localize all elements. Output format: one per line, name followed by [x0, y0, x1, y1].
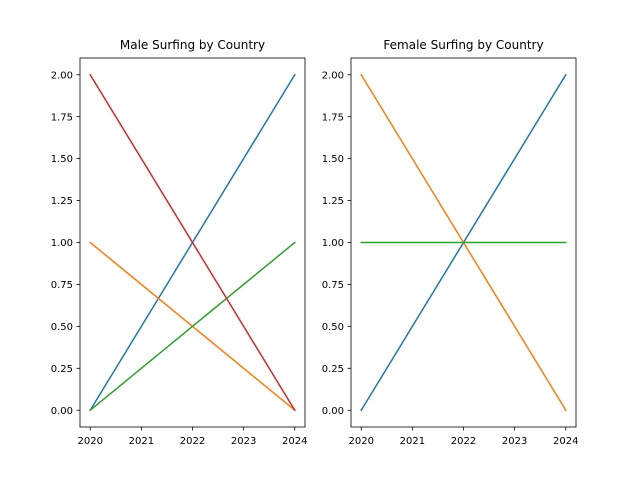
male-chart-title: Male Surfing by Country	[120, 38, 265, 52]
female-chart-title: Female Surfing by Country	[383, 38, 543, 52]
female-y-tick-label: 0.75	[322, 280, 344, 291]
female-surfing-subplot: Female Surfing by Country 2020 2021 2022 20…	[322, 38, 579, 447]
male-y-tick-label: 0.00	[51, 406, 73, 417]
male-x-tick-label: 2021	[129, 436, 154, 447]
female-x-tick-label: 2023	[502, 436, 527, 447]
female-x-tick-label: 2024	[553, 436, 578, 447]
female-y-tick-label: 0.00	[322, 406, 344, 417]
female-x-tick-label: 2022	[451, 436, 476, 447]
male-x-tick-label: 2024	[282, 436, 307, 447]
male-x-tick-label: 2020	[78, 436, 103, 447]
male-y-tick-label: 1.75	[51, 112, 73, 123]
male-surfing-subplot: Male Surfing by Country 2020 2021 2022 2023…	[51, 38, 308, 447]
male-y-tick-label: 0.75	[51, 280, 73, 291]
male-y-tick-label: 1.00	[51, 238, 73, 249]
female-y-tick-label: 1.75	[322, 112, 344, 123]
female-y-tick-label: 0.50	[322, 322, 344, 333]
female-x-tick-label: 2021	[400, 436, 425, 447]
male-x-tick-label: 2023	[231, 436, 256, 447]
female-y-tick-label: 0.25	[322, 364, 344, 375]
male-x-tick-label: 2022	[180, 436, 205, 447]
male-y-tick-label: 1.50	[51, 154, 73, 165]
male-series-line-4	[89, 73, 296, 412]
female-y-tick-label: 1.25	[322, 196, 344, 207]
female-y-tick-label: 1.50	[322, 154, 344, 165]
female-x-tick-label: 2020	[349, 436, 374, 447]
male-y-tick-label: 0.25	[51, 364, 73, 375]
male-y-tick-label: 0.50	[51, 322, 73, 333]
male-series-line-3	[89, 241, 296, 412]
female-y-tick-label: 1.00	[322, 238, 344, 249]
male-y-tick-label: 2.00	[51, 70, 73, 81]
male-y-tick-label: 1.25	[51, 196, 73, 207]
female-y-tick-label: 2.00	[322, 70, 344, 81]
